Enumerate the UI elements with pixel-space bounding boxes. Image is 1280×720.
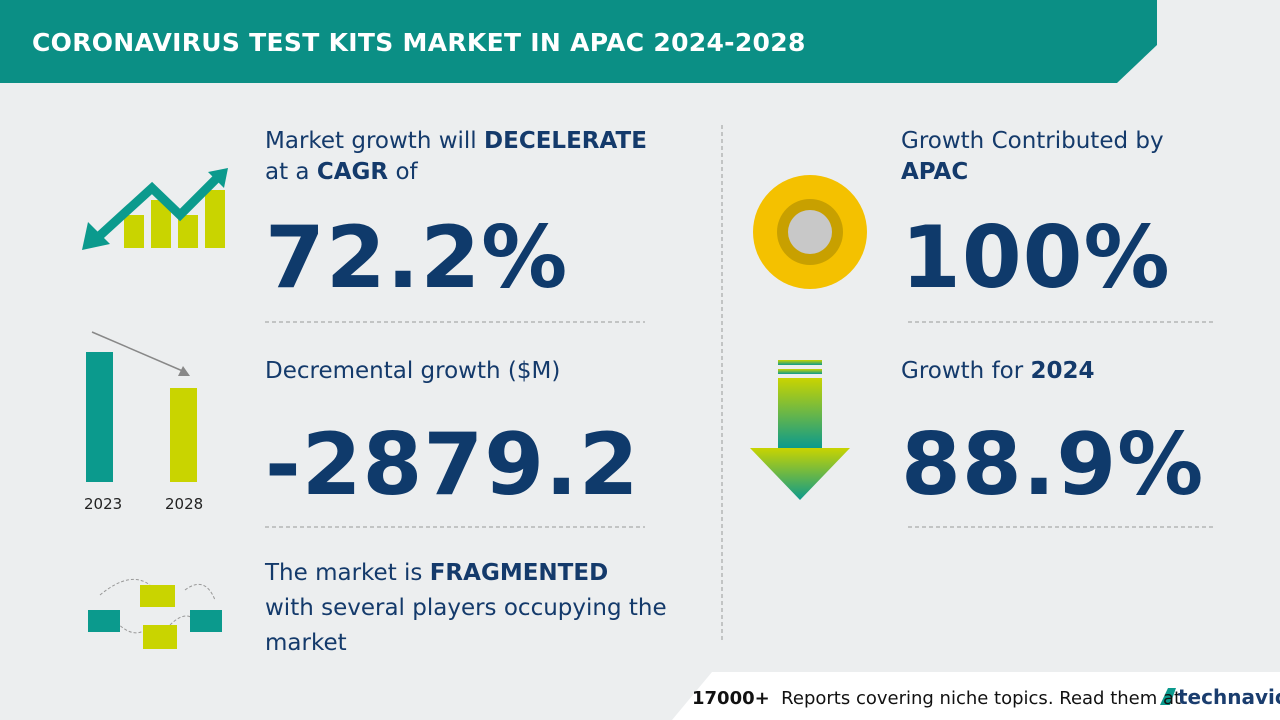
text: Growth Contributed by: [901, 128, 1164, 154]
bars-icon: [86, 331, 197, 482]
buildings-icon: [88, 578, 222, 649]
text: with several players occupying the marke…: [265, 595, 667, 656]
text: Growth for: [901, 358, 1024, 384]
dividers: [265, 125, 1213, 642]
year-label: 2023: [84, 495, 123, 513]
emphasis: DECELERATE: [484, 128, 647, 154]
header-band: [0, 0, 1157, 83]
emphasis: FRAGMENTED: [429, 560, 609, 586]
text: The market is: [265, 560, 423, 586]
trend-icon: [82, 168, 228, 250]
decremental-value: -2879.2: [265, 415, 640, 515]
fragmented-label: The market is FRAGMENTED with several pl…: [265, 556, 685, 661]
cagr-value: 72.2%: [265, 208, 569, 308]
text: of: [395, 159, 418, 185]
contribution-value: 100%: [901, 208, 1171, 308]
emphasis: CAGR: [316, 159, 389, 185]
contribution-label: Growth Contributed by APAC: [901, 126, 1201, 188]
growth-2024-label: Growth for 2024: [901, 356, 1095, 387]
count: 17000+: [692, 688, 770, 709]
text: Reports covering niche topics. Read them…: [781, 688, 1182, 709]
emphasis: APAC: [901, 159, 969, 185]
decremental-label: Decremental growth ($M): [265, 358, 561, 384]
footer-band: [672, 672, 1280, 720]
brand: technavio: [1178, 685, 1280, 709]
cagr-label: Market growth will DECELERATE at a CAGR …: [265, 126, 685, 188]
footer-text: 17000+ Reports covering niche topics. Re…: [692, 688, 1181, 709]
donut-icon: [753, 175, 867, 289]
title: CORONAVIRUS TEST KITS MARKET IN APAC 202…: [32, 28, 806, 57]
growth-2024-value: 88.9%: [901, 415, 1205, 515]
down-arrow-icon: [750, 360, 850, 500]
year-label: 2028: [165, 495, 204, 513]
logo-mark: [1160, 688, 1176, 705]
text: at a: [265, 159, 310, 185]
emphasis: 2024: [1030, 358, 1095, 384]
text: Market growth will: [265, 128, 477, 154]
